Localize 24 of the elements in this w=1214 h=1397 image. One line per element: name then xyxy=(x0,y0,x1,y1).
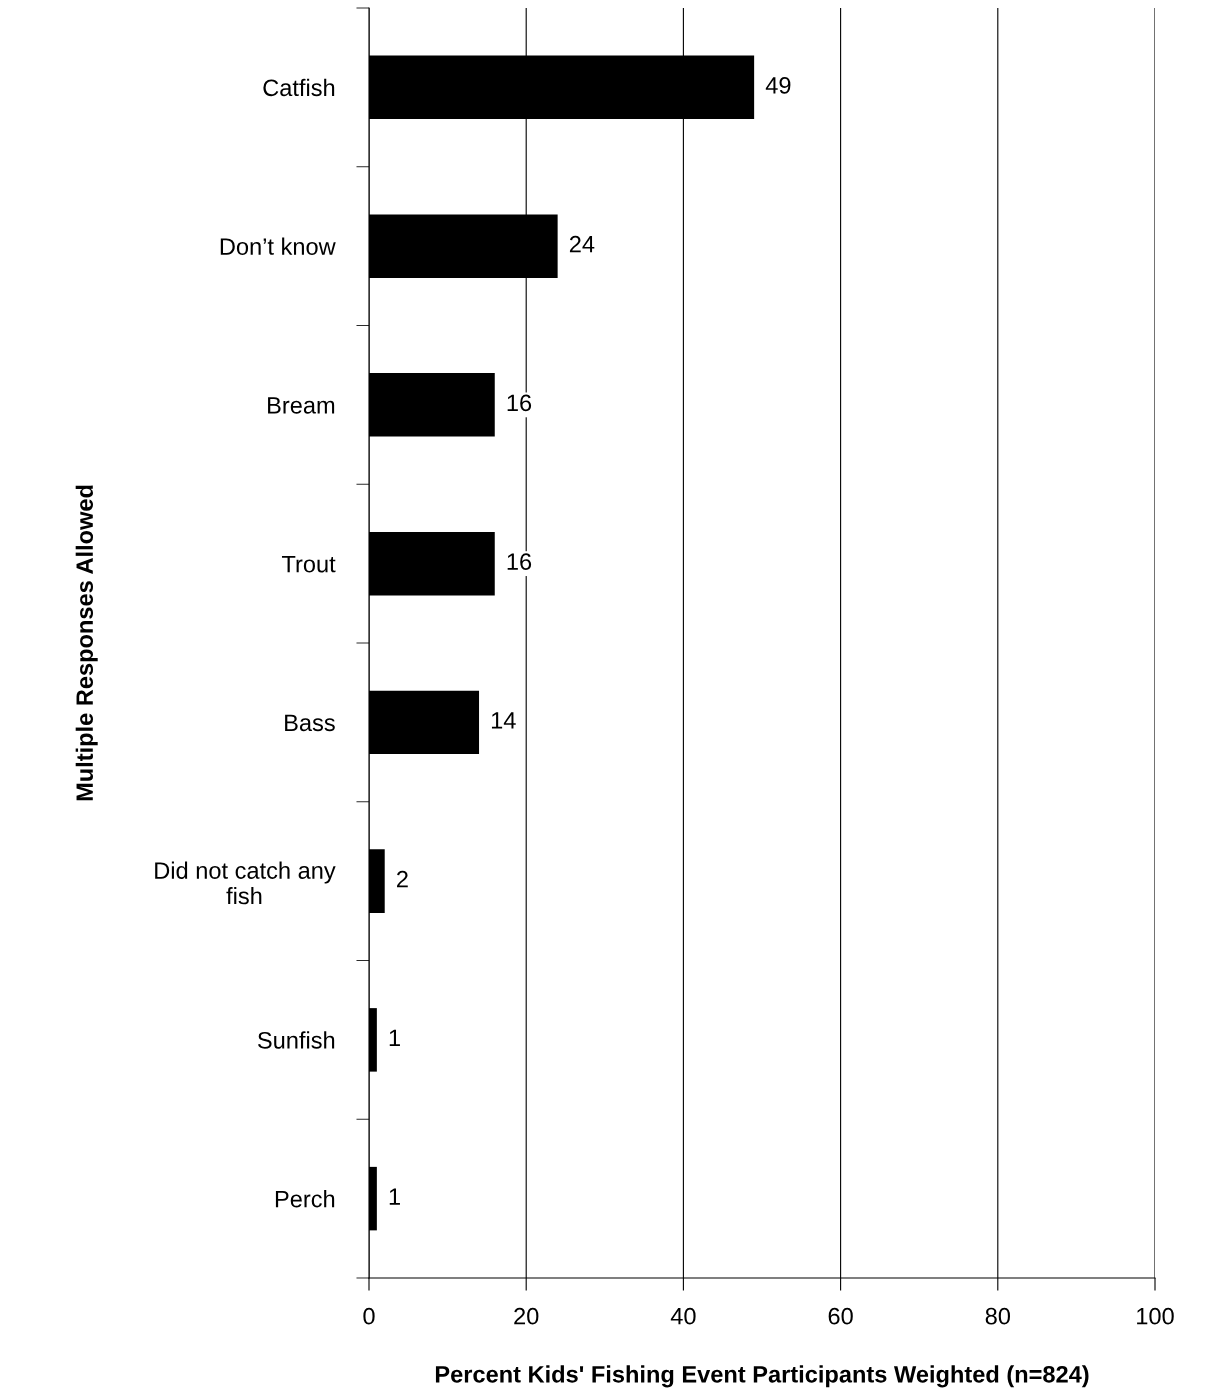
y-tick-label: Trout xyxy=(281,555,336,573)
data-label: 2 xyxy=(397,870,408,888)
x-tick-label: 80 xyxy=(985,1307,1011,1325)
data-label: 49 xyxy=(765,76,791,94)
data-label: 24 xyxy=(569,235,595,253)
y-tick-label: Catfish xyxy=(263,78,335,97)
data-label: 16 xyxy=(507,553,532,570)
y-tick-label: Perch xyxy=(275,1190,335,1208)
data-label: 14 xyxy=(491,712,516,729)
x-axis-title: Percent Kids' Fishing Event Participants Weighted (n=824) xyxy=(435,1365,1089,1388)
data-label: 1 xyxy=(389,1188,400,1205)
x-tick-label: 0 xyxy=(363,1307,375,1325)
y-tick-label: Don’t know xyxy=(220,237,336,255)
data-label: 1 xyxy=(389,1029,400,1046)
x-tick-label: 40 xyxy=(670,1307,696,1325)
x-tick-label: 20 xyxy=(514,1307,539,1325)
data-label: 16 xyxy=(507,394,532,412)
y-tick-label: Bass xyxy=(285,714,335,732)
x-tick-label: 60 xyxy=(828,1307,853,1325)
y-tick-label: Did not catch any fish xyxy=(155,861,336,905)
y-tick-label: Bream xyxy=(268,397,335,414)
x-tick-label: 100 xyxy=(1137,1307,1174,1325)
y-axis-title: Multiple Responses Allowed xyxy=(75,485,98,801)
y-tick-label: Sunfish xyxy=(257,1031,335,1049)
